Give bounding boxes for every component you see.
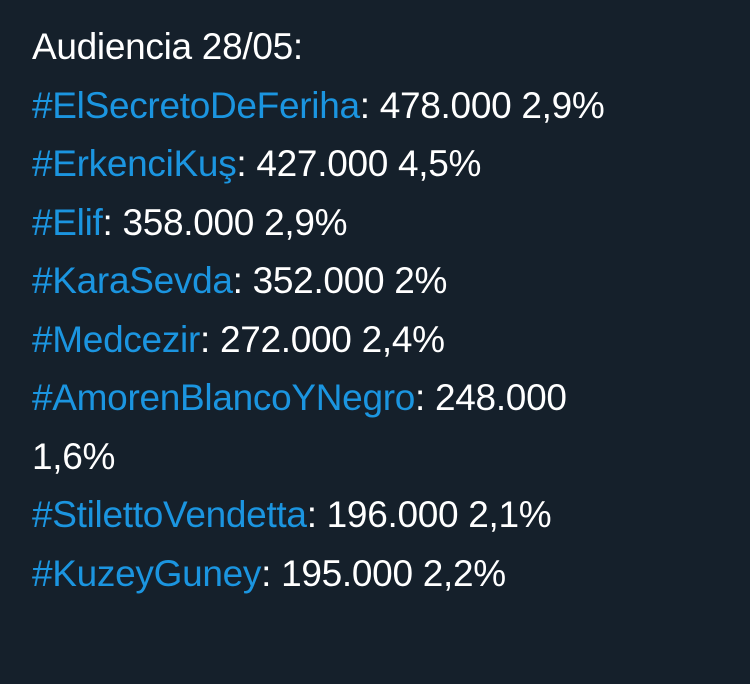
tweet-text: Audiencia 28/05: #ElSecretoDeFeriha: 478… bbox=[32, 26, 720, 604]
audience-entry: #Elif: 358.000 2,9% bbox=[32, 194, 720, 253]
audience-value: : 478.000 2,9% bbox=[359, 84, 605, 126]
hashtag-link[interactable]: #ElSecretoDeFeriha bbox=[32, 84, 360, 126]
audience-value-wrapped: 1,6% bbox=[32, 435, 116, 477]
hashtag-link[interactable]: #ErkenciKuş bbox=[32, 143, 237, 184]
hashtag-link[interactable]: #StilettoVendetta bbox=[32, 494, 307, 535]
audience-entry: #ElSecretoDeFeriha: 478.000 2,9% bbox=[32, 77, 720, 136]
hashtag-link[interactable]: #KuzeyGuney bbox=[32, 552, 262, 594]
audience-entry: #KaraSevda: 352.000 2% bbox=[32, 252, 720, 311]
audience-value: : 248.000 bbox=[415, 377, 567, 418]
audience-entry: #KuzeyGuney: 195.000 2,2% bbox=[32, 545, 720, 604]
audience-entry: #StilettoVendetta: 196.000 2,1% bbox=[32, 486, 720, 545]
audience-value: : 196.000 2,1% bbox=[306, 494, 552, 535]
audience-value: : 352.000 2% bbox=[232, 260, 448, 301]
hashtag-link[interactable]: #Medcezir bbox=[32, 318, 200, 360]
audience-value: : 427.000 4,5% bbox=[236, 143, 482, 184]
tweet-heading: Audiencia 28/05: bbox=[32, 26, 303, 67]
audience-value: : 272.000 2,4% bbox=[199, 318, 445, 360]
audience-entry: #Medcezir: 272.000 2,4% bbox=[32, 311, 720, 370]
hashtag-link[interactable]: #AmorenBlancoYNegro bbox=[32, 377, 416, 418]
audience-entry: #ErkenciKuş: 427.000 4,5% bbox=[32, 135, 720, 194]
audience-value: : 358.000 2,9% bbox=[102, 201, 348, 243]
hashtag-link[interactable]: #KaraSevda bbox=[32, 260, 233, 301]
audience-value: : 195.000 2,2% bbox=[261, 552, 506, 594]
audience-entry: #AmorenBlancoYNegro: 248.000 bbox=[32, 369, 720, 428]
hashtag-link[interactable]: #Elif bbox=[32, 201, 103, 243]
